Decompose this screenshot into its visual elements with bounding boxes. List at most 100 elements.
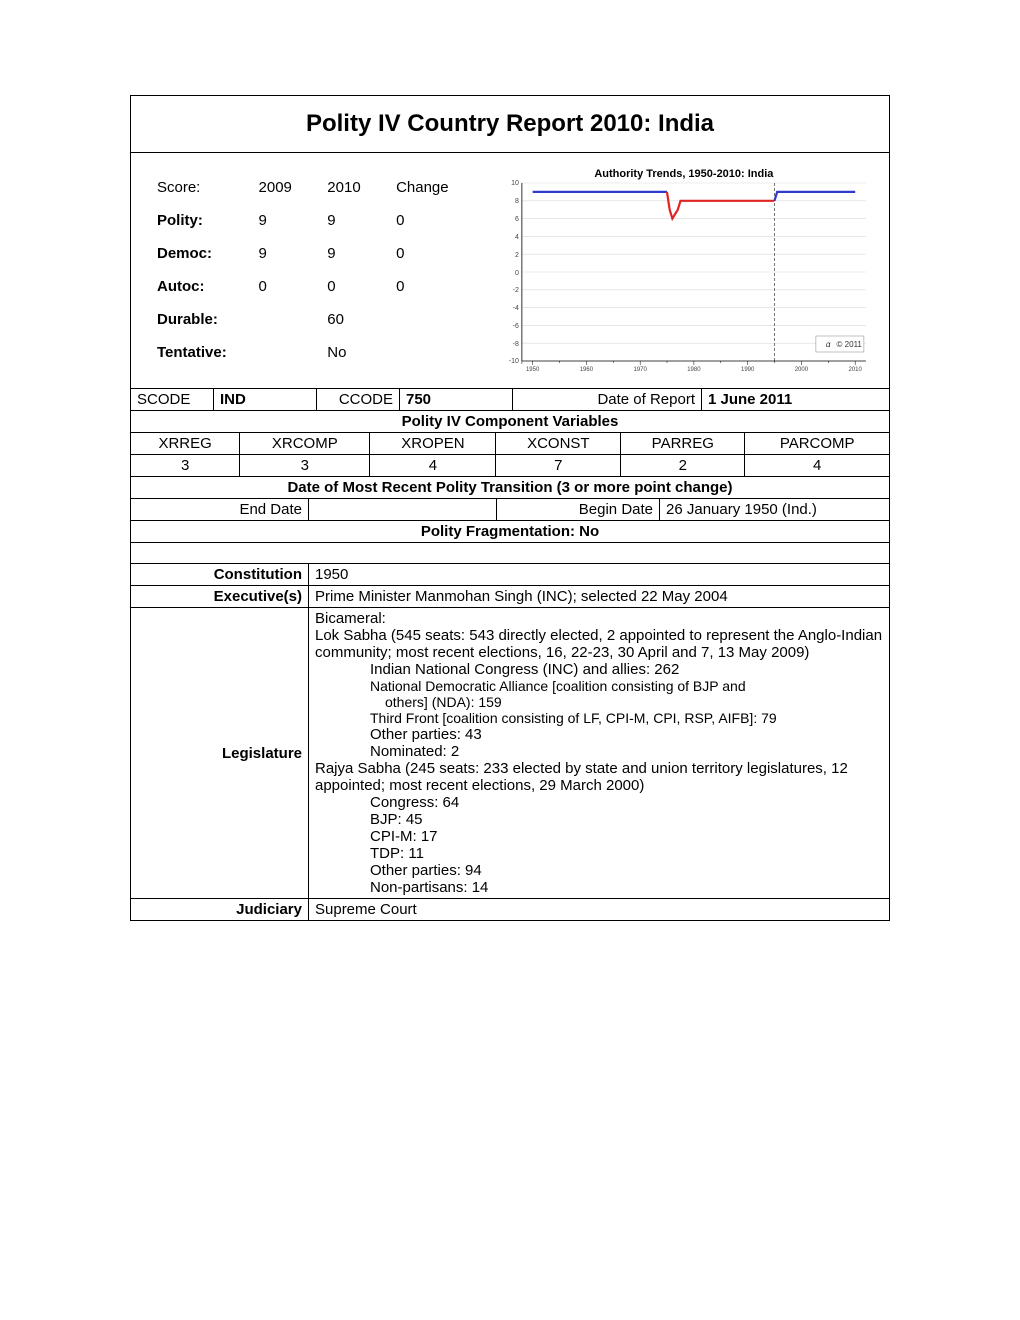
date-value: 1 June 2011: [702, 389, 890, 411]
svg-text:0: 0: [515, 270, 519, 277]
col-xropen: XROPEN: [370, 433, 496, 455]
authority-trends-chart: Authority Trends, 1950-2010: India: [487, 163, 881, 378]
democ-label: Democ:: [153, 237, 255, 270]
lok-item-1: National Democratic Alliance [coalition …: [315, 678, 883, 694]
durable-change: [392, 303, 477, 336]
chart-copyright: © 2011: [837, 340, 863, 349]
val-parreg: 2: [621, 455, 745, 477]
svg-text:6: 6: [515, 216, 519, 223]
col-xrcomp: XRCOMP: [240, 433, 370, 455]
lok-item-3: Third Front [coalition consisting of LF,…: [315, 710, 883, 726]
scores-table: Score: 2009 2010 Change Polity:990 Democ…: [153, 171, 477, 369]
info-table: Constitution 1950 Executive(s) Prime Min…: [131, 564, 889, 920]
components-header: Polity IV Component Variables: [131, 411, 889, 433]
rajya-item-3: TDP: 11: [315, 845, 883, 862]
lok-sabha-text: Lok Sabha (545 seats: 543 directly elect…: [315, 627, 882, 661]
chart-title: Authority Trends, 1950-2010: India: [595, 168, 775, 180]
lok-item-0: Indian National Congress (INC) and allie…: [315, 661, 883, 678]
meta-row: SCODE IND CCODE 750 Date of Report 1 Jun…: [131, 388, 889, 411]
tentative-change: [392, 336, 477, 369]
autoc-2009: 0: [255, 270, 324, 303]
durable-label: Durable:: [153, 303, 255, 336]
svg-text:4: 4: [515, 234, 519, 241]
svg-text:1950: 1950: [526, 367, 540, 373]
rajya-item-1: BJP: 45: [315, 811, 883, 828]
durable-val: 60: [323, 303, 392, 336]
scode-label: SCODE: [131, 389, 214, 411]
constitution-label: Constitution: [131, 564, 309, 586]
autoc-change: 0: [392, 270, 477, 303]
tentative-val: No: [323, 336, 392, 369]
report-title: Polity IV Country Report 2010: India: [131, 96, 889, 153]
val-xrcomp: 3: [240, 455, 370, 477]
val-xconst: 7: [496, 455, 621, 477]
constitution-value: 1950: [309, 564, 890, 586]
col-xconst: XCONST: [496, 433, 621, 455]
date-label: Date of Report: [513, 389, 702, 411]
rajya-item-5: Non-partisans: 14: [315, 879, 883, 896]
fragmentation-row: Polity Fragmentation: No: [131, 521, 889, 543]
svg-text:-4: -4: [513, 305, 519, 312]
col-parreg: PARREG: [621, 433, 745, 455]
svg-text:𝛼: 𝛼: [826, 340, 831, 349]
scode-value: IND: [214, 389, 317, 411]
legislature-value: Bicameral: Lok Sabha (545 seats: 543 dir…: [309, 608, 890, 899]
score-header-change: Change: [392, 171, 477, 204]
tentative-label: Tentative:: [153, 336, 255, 369]
rajya-sabha-text: Rajya Sabha (245 seats: 233 elected by s…: [315, 760, 848, 794]
svg-text:2010: 2010: [849, 367, 863, 373]
scores-block: Score: 2009 2010 Change Polity:990 Democ…: [131, 153, 487, 388]
rajya-item-4: Other parties: 94: [315, 862, 883, 879]
svg-text:2000: 2000: [795, 367, 809, 373]
svg-text:10: 10: [511, 180, 519, 187]
val-xrreg: 3: [131, 455, 240, 477]
lok-item-4: Other parties: 43: [315, 726, 883, 743]
svg-text:2: 2: [515, 252, 519, 259]
chart-block: Authority Trends, 1950-2010: India: [487, 153, 889, 388]
rajya-item-2: CPI-M: 17: [315, 828, 883, 845]
tentative-blank: [255, 336, 324, 369]
judiciary-value: Supreme Court: [309, 899, 890, 921]
svg-text:1960: 1960: [580, 367, 594, 373]
autoc-2010: 0: [323, 270, 392, 303]
spacer: [131, 543, 889, 564]
polity-label: Polity:: [153, 204, 255, 237]
polity-2009: 9: [255, 204, 324, 237]
legislature-label: Legislature: [131, 608, 309, 899]
democ-2010: 9: [323, 237, 392, 270]
components-table: Polity IV Component Variables XRREG XRCO…: [131, 411, 889, 477]
spacer-row: [131, 543, 889, 564]
transition-table: Date of Most Recent Polity Transition (3…: [131, 477, 889, 521]
democ-line-2: [775, 192, 856, 201]
upper-block: Score: 2009 2010 Change Polity:990 Democ…: [131, 153, 889, 388]
fragmentation-text: Polity Fragmentation: No: [131, 521, 889, 543]
polity-change: 0: [392, 204, 477, 237]
score-header-y1: 2009: [255, 171, 324, 204]
score-header-label: Score:: [153, 171, 255, 204]
val-xropen: 4: [370, 455, 496, 477]
democ-2009: 9: [255, 237, 324, 270]
score-header-y2: 2010: [323, 171, 392, 204]
col-xrreg: XRREG: [131, 433, 240, 455]
svg-text:-10: -10: [509, 358, 519, 365]
begin-date-value: 26 January 1950 (Ind.): [660, 499, 890, 521]
executive-value: Prime Minister Manmohan Singh (INC); sel…: [309, 586, 890, 608]
autoc-label: Autoc:: [153, 270, 255, 303]
ccode-label: CCODE: [317, 389, 400, 411]
democ-change: 0: [392, 237, 477, 270]
val-parcomp: 4: [745, 455, 889, 477]
legislature-intro: Bicameral:: [315, 610, 386, 627]
svg-text:8: 8: [515, 198, 519, 205]
lok-item-2: others] (NDA): 159: [315, 694, 883, 710]
svg-text:1980: 1980: [687, 367, 701, 373]
polity-line: [667, 192, 775, 219]
ccode-value: 750: [400, 389, 513, 411]
lok-item-5: Nominated: 2: [315, 743, 883, 760]
executive-label: Executive(s): [131, 586, 309, 608]
rajya-item-0: Congress: 64: [315, 794, 883, 811]
begin-date-label: Begin Date: [497, 499, 660, 521]
transition-header: Date of Most Recent Polity Transition (3…: [131, 477, 889, 499]
col-parcomp: PARCOMP: [745, 433, 889, 455]
polity-2010: 9: [323, 204, 392, 237]
svg-text:1970: 1970: [634, 367, 648, 373]
